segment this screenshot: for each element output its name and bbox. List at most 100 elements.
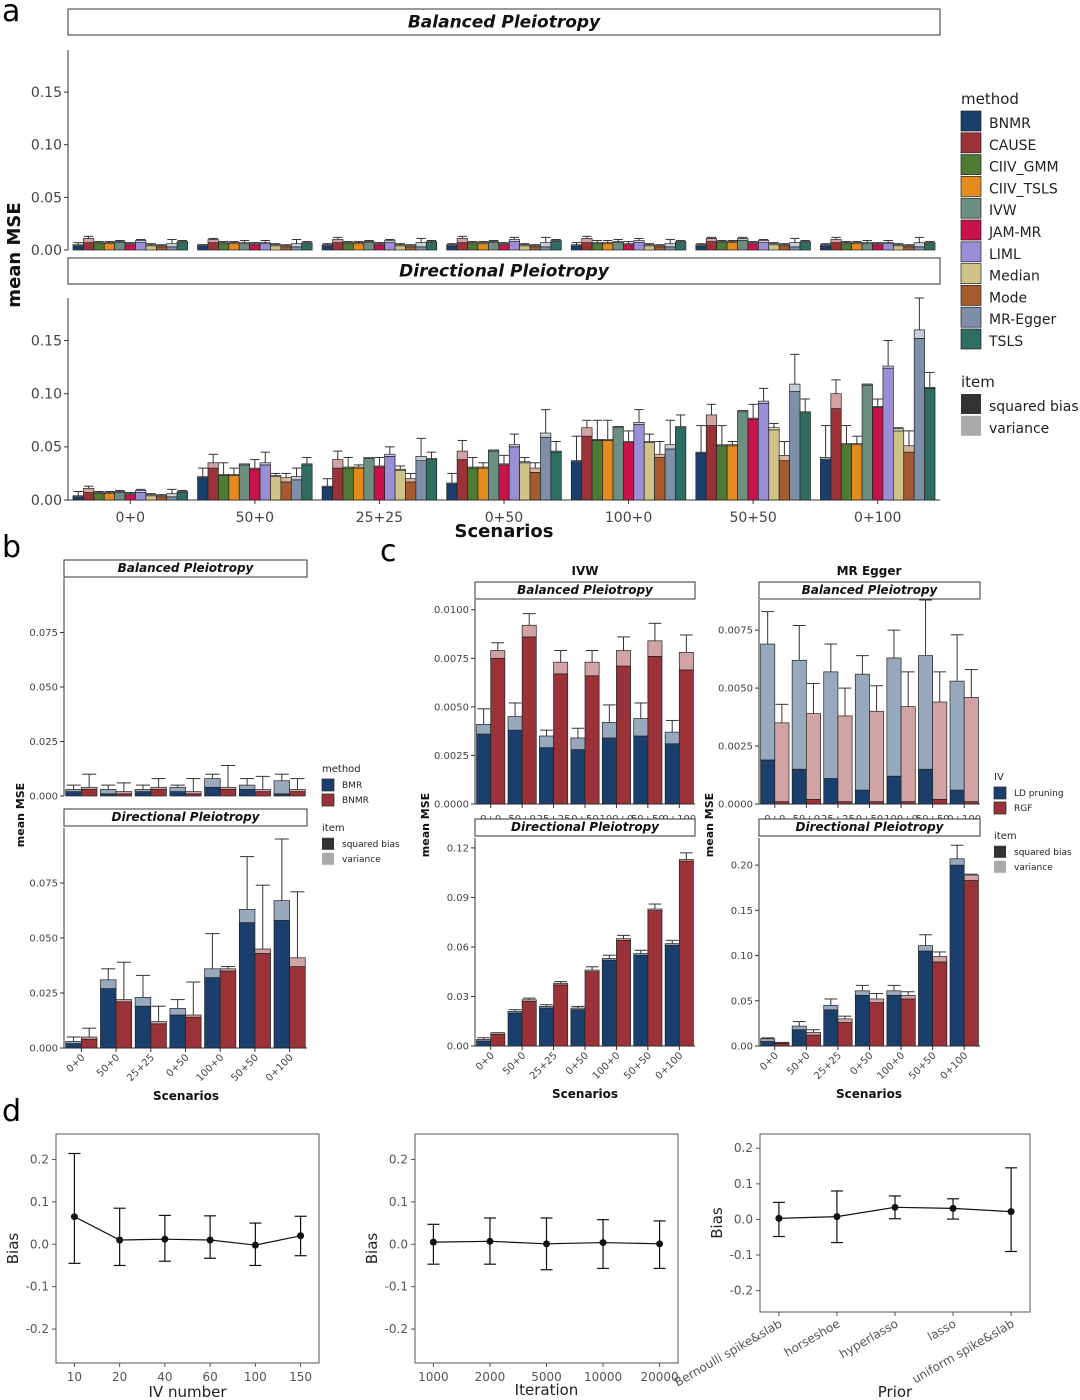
bar-variance (519, 244, 531, 247)
y-tick-label: -0.2 (385, 1322, 408, 1336)
x-tick-label: 0+0 (474, 1050, 497, 1073)
x-tick-label: 40 (157, 1370, 172, 1384)
bar-bias (490, 1034, 506, 1047)
bar-bias (570, 1009, 586, 1047)
bar-variance (695, 451, 707, 454)
facet-title: Directional Pleiotropy (112, 810, 261, 824)
bar-bias (760, 759, 776, 805)
bar-variance (321, 485, 333, 488)
x-tick-label: Bernoulli spike&slab (672, 1316, 784, 1389)
bar-bias (219, 970, 237, 1049)
bar-bias (602, 440, 614, 501)
bar-variance (602, 242, 614, 245)
bar-bias (508, 446, 520, 501)
y-tick-label: 0.075 (29, 628, 58, 639)
bar-variance (616, 650, 631, 667)
y-axis-title: Bias (4, 1233, 22, 1265)
bar-variance (799, 411, 811, 414)
bar-bias (290, 246, 303, 251)
bar-bias (83, 242, 95, 251)
bar-bias (83, 492, 95, 501)
bar-variance (508, 444, 520, 448)
x-tick-label: 0+100 (654, 1050, 686, 1082)
bar-variance (373, 243, 385, 246)
bar-bias (114, 242, 126, 251)
bar-bias (612, 242, 624, 251)
bar-variance (550, 450, 562, 453)
bar-bias (726, 445, 738, 501)
bar-bias (204, 786, 221, 797)
bar-variance (332, 459, 344, 469)
bar-bias (791, 1029, 807, 1047)
y-tick-label: 0.075 (29, 879, 58, 890)
bar-variance (664, 444, 676, 450)
bar-variance (228, 474, 240, 476)
bar-variance (238, 909, 256, 923)
bar-variance (342, 466, 354, 469)
bar-variance (823, 671, 839, 779)
bar-bias (114, 492, 126, 501)
x-tick-label: 100+0 (605, 510, 652, 526)
bar-variance (581, 238, 593, 243)
bar-variance (654, 245, 666, 248)
bar-bias (521, 636, 537, 805)
bar-bias (254, 791, 271, 797)
bar-variance (289, 789, 306, 792)
bar-variance (760, 643, 776, 761)
legend-swatch (960, 132, 982, 154)
bar-bias (678, 860, 694, 1047)
y-axis-title: mean MSE (419, 793, 432, 857)
bar-bias (467, 243, 479, 251)
facet-a-balanced-pleiotropy: Balanced Pleiotropy 0.00 0.05 0.10 0.15 (31, 8, 941, 259)
bar-variance (539, 1006, 554, 1009)
bar-variance (115, 999, 133, 1003)
bar-bias (553, 673, 569, 805)
y-tick-label: -0.1 (26, 1280, 49, 1294)
plot-frame (759, 1133, 1031, 1313)
trend-line (74, 1216, 301, 1246)
bar-bias (778, 245, 790, 251)
x-tick-label: 5000 (531, 1370, 562, 1384)
bar-variance (254, 789, 271, 792)
bar-variance (570, 244, 583, 247)
x-tick-label: 50+0 (95, 1052, 122, 1079)
bar-variance (254, 948, 271, 954)
bar-variance (238, 463, 250, 466)
y-tick-label: 0.2 (734, 1141, 753, 1155)
bar-variance (207, 462, 219, 469)
bar-bias (840, 243, 853, 251)
plot-d-iv: 0.2 0.1 0.0 -0.1 -0.2 10 20 40 60 100 150 Bias IV nu… (4, 1133, 320, 1400)
y-tick-label: 0.2 (30, 1152, 49, 1166)
bar-variance (150, 1021, 167, 1025)
data-point (1007, 1208, 1015, 1216)
bar-bias (882, 367, 894, 501)
bar-bias (446, 245, 458, 251)
bar-bias (760, 1041, 776, 1047)
bar-variance (758, 240, 770, 243)
bar-variance (705, 414, 718, 426)
bar-variance (93, 492, 105, 494)
bar-bias (384, 456, 396, 501)
bar-bias (695, 245, 707, 251)
legend-label: Mode (989, 290, 1027, 306)
bar-bias (758, 402, 770, 501)
y-tick-label: 0.05 (31, 440, 62, 456)
bar-variance (900, 706, 916, 803)
bar-bias (633, 242, 645, 251)
bar-bias (218, 475, 230, 501)
bar-bias (918, 768, 933, 805)
x-tick-label: 0+0 (116, 510, 146, 526)
bar-bias (529, 472, 541, 501)
bar-bias (332, 242, 344, 251)
bar-bias (778, 460, 790, 501)
bar-bias (81, 789, 98, 797)
legend-label: variance (342, 855, 381, 865)
bar-bias (570, 245, 583, 251)
legend-swatch (993, 786, 1007, 800)
bar-variance (207, 239, 219, 243)
bar-bias (949, 864, 965, 1047)
legend-swatch (322, 837, 334, 850)
bar-variance (446, 482, 458, 485)
bar-bias (932, 961, 948, 1047)
bar-bias (301, 243, 313, 251)
